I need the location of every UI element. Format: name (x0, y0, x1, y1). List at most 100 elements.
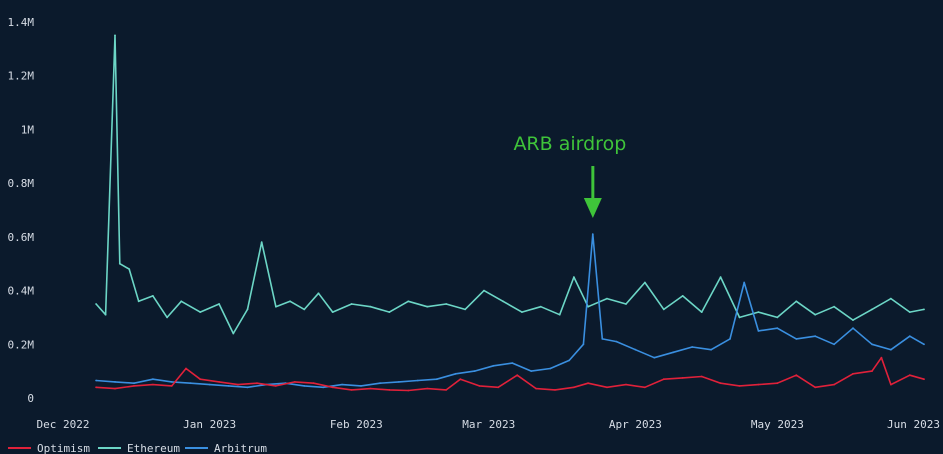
legend: Optimism Ethereum Arbitrum (8, 442, 267, 454)
data-point (426, 305, 429, 308)
data-point (218, 381, 221, 383)
data-point (360, 385, 362, 387)
data-point (128, 268, 131, 270)
data-point (729, 338, 731, 340)
data-point (478, 385, 481, 387)
data-point (795, 374, 798, 377)
data-point (890, 383, 892, 386)
x-tick-label: Jan 2023 (183, 418, 236, 431)
data-point (369, 305, 372, 308)
data-point (407, 389, 410, 392)
data-point (435, 378, 438, 381)
y-tick-label: 1.4M (8, 16, 35, 29)
data-point (232, 332, 235, 335)
data-point (246, 308, 249, 311)
data-point (908, 374, 911, 377)
data-point (719, 276, 722, 278)
data-point (681, 295, 684, 297)
y-tick-label: 1.2M (8, 70, 35, 83)
data-point (890, 297, 892, 300)
data-point (908, 335, 911, 338)
data-point (516, 374, 519, 377)
data-point (573, 386, 575, 389)
data-point (681, 377, 684, 379)
data-point (459, 378, 462, 381)
data-point (341, 383, 343, 386)
data-point (558, 313, 561, 316)
legend-item-ethereum: Ethereum (98, 442, 180, 454)
data-point (511, 362, 514, 364)
series-arbitrum (95, 233, 925, 389)
annotation-label: ARB airdrop (513, 133, 626, 155)
data-point (152, 383, 154, 386)
data-point (662, 308, 665, 311)
arrow-down-icon (583, 198, 602, 218)
data-point (137, 300, 140, 303)
data-point (189, 382, 192, 385)
data-point (587, 305, 589, 308)
data-point (719, 382, 722, 385)
x-tick-label: May 2023 (751, 418, 804, 431)
data-point (587, 382, 589, 385)
data-point (710, 348, 712, 351)
y-tick-label: 0.2M (8, 338, 35, 351)
data-point (606, 297, 608, 300)
data-point (743, 281, 746, 284)
y-tick-label: 0.6M (8, 231, 35, 244)
data-point (199, 378, 202, 381)
data-point (795, 300, 798, 303)
data-point (95, 379, 97, 382)
data-point (814, 313, 817, 316)
legend-label: Arbitrum (214, 442, 267, 454)
data-point (426, 387, 429, 390)
data-point (591, 233, 594, 236)
data-point (644, 281, 646, 284)
data-point (350, 389, 353, 391)
data-point (303, 385, 306, 387)
data-point (535, 387, 537, 390)
data-point (312, 382, 315, 385)
data-point (625, 383, 627, 386)
data-point (554, 389, 556, 391)
data-point (118, 262, 121, 265)
data-point (502, 300, 504, 303)
data-point (322, 386, 325, 389)
data-point (691, 346, 694, 348)
data-point (445, 389, 448, 391)
data-point (757, 330, 760, 332)
data-point (275, 385, 277, 387)
data-point (700, 311, 703, 313)
data-point (923, 343, 925, 346)
y-tick-label: 0.4M (8, 285, 35, 298)
data-point (133, 385, 135, 387)
data-point (738, 316, 741, 319)
data-point (890, 348, 892, 351)
data-point (317, 292, 320, 295)
data-point (814, 386, 817, 389)
data-point (180, 300, 183, 303)
data-point (152, 295, 154, 297)
data-point (379, 382, 381, 385)
data-point (369, 387, 372, 390)
data-point (573, 276, 575, 278)
legend-item-arbitrum: Arbitrum (185, 442, 267, 454)
data-point (880, 356, 883, 359)
data-point (152, 378, 154, 381)
data-point (852, 319, 854, 321)
data-point (923, 378, 925, 381)
x-tick-label: Feb 2023 (330, 418, 383, 431)
data-point (185, 367, 187, 370)
data-point (114, 387, 116, 390)
data-point (114, 381, 116, 383)
data-point (398, 381, 400, 383)
data-point (757, 383, 760, 386)
data-point (133, 382, 135, 385)
data-point (814, 335, 817, 338)
series-layer (95, 34, 925, 392)
annotation-layer: ARB airdrop (513, 133, 626, 218)
data-point (350, 303, 353, 305)
data-point (549, 367, 552, 370)
data-point (582, 343, 585, 346)
data-point (289, 300, 291, 303)
